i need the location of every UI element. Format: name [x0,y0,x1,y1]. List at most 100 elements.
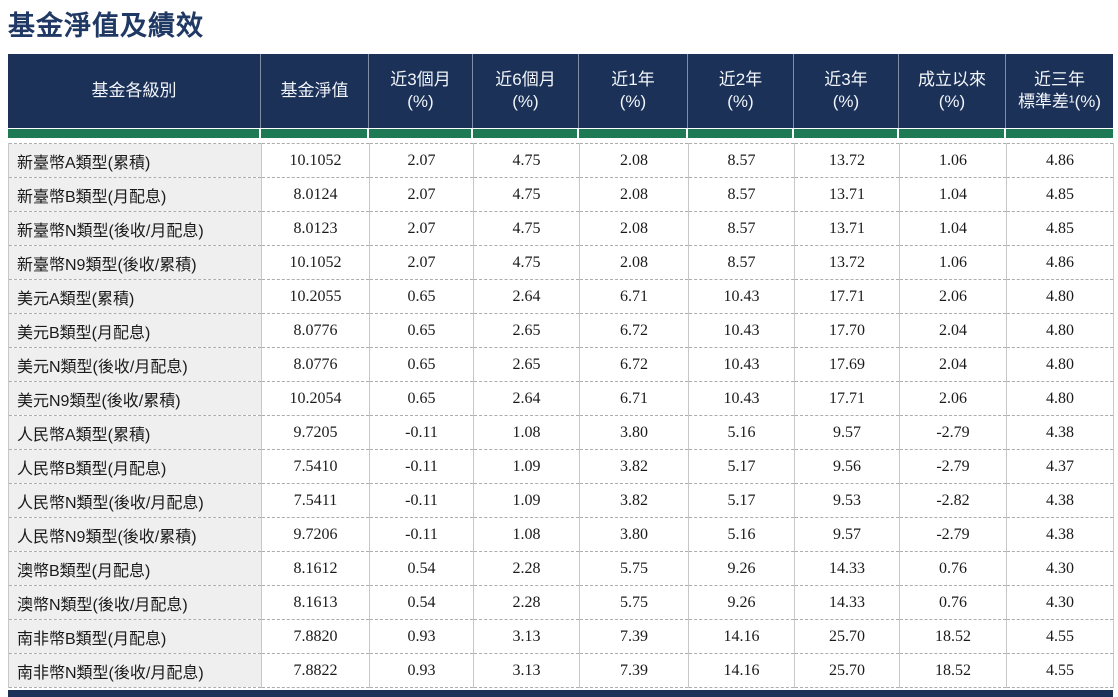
value-cell: 2.64 [473,381,580,416]
value-cell: 2.65 [473,313,580,348]
table-row: 美元A類型(累積) 10.2055 0.65 2.64 6.71 10.43 17.71 2.… [8,279,1114,314]
value-cell: 4.38 [1006,517,1114,552]
fund-class-cell: 南非幣B類型(月配息) [8,619,262,654]
fund-class-cell: 美元B類型(月配息) [8,313,262,348]
value-cell: 9.7205 [261,415,370,450]
divider-segment [899,129,1006,138]
value-cell: 4.75 [473,245,580,280]
column-header-3year: 近3年 (%) [794,54,899,128]
fund-performance-table: 基金各級別 基金淨值 近3個月 (%) 近6個月 (%) 近1年 (%) 近2年 (%)… [8,54,1114,688]
value-cell: 0.65 [369,347,474,382]
value-cell: 5.16 [688,517,795,552]
value-cell: 13.72 [794,245,900,280]
table-row: 美元N類型(後收/月配息) 8.0776 0.65 2.65 6.72 10.43 17.6… [8,347,1114,382]
divider-segment [369,129,473,138]
value-cell: 8.57 [688,143,795,178]
value-cell: 10.2055 [261,279,370,314]
divider-segment [579,129,688,138]
value-cell: 9.7206 [261,517,370,552]
value-cell: 9.56 [794,449,900,484]
fund-class-cell: 人民幣A類型(累積) [8,415,262,450]
divider-segment [1006,129,1113,138]
value-cell: 4.80 [1006,279,1114,314]
value-cell: 0.54 [369,551,474,586]
divider-segment [794,129,899,138]
value-cell: 7.8820 [261,619,370,654]
value-cell: 17.70 [794,313,900,348]
value-cell: 8.1613 [261,585,370,620]
value-cell: 13.71 [794,211,900,246]
value-cell: 4.75 [473,143,580,178]
column-header-3year-stddev: 近三年 標準差¹(%) [1017,69,1102,111]
table-row: 新臺幣A類型(累積) 10.1052 2.07 4.75 2.08 8.57 13.72 1.… [8,143,1114,178]
value-cell: 13.72 [794,143,900,178]
fund-class-cell: 新臺幣N9類型(後收/累積) [8,245,262,280]
divider-segment [8,129,261,138]
value-cell: 6.71 [579,279,689,314]
value-cell: 14.33 [794,585,900,620]
value-cell: 8.0124 [261,177,370,212]
value-cell: 8.57 [688,211,795,246]
value-cell: 0.65 [369,381,474,416]
value-cell: 1.06 [899,143,1007,178]
value-cell: -0.11 [369,483,474,518]
column-header-nav: 基金淨值 [261,54,369,128]
value-cell: 18.52 [899,619,1007,654]
value-cell: 0.76 [899,551,1007,586]
divider-segment [473,129,579,138]
value-cell: 1.06 [899,245,1007,280]
value-cell: 9.26 [688,585,795,620]
value-cell: 8.57 [688,177,795,212]
divider-segment [261,129,369,138]
fund-class-cell: 南非幣N類型(後收/月配息) [8,653,262,688]
value-cell: -0.11 [369,517,474,552]
value-cell: 14.16 [688,653,795,688]
column-header-since-inception: 成立以來 (%) [899,54,1006,128]
value-cell: 4.30 [1006,551,1114,586]
value-cell: 14.16 [688,619,795,654]
table-row: 美元N9類型(後收/累積) 10.2054 0.65 2.64 6.71 10.43 17.… [8,381,1114,416]
value-cell: 2.04 [899,347,1007,382]
value-cell: 2.07 [369,211,474,246]
value-cell: 6.72 [579,313,689,348]
fund-class-cell: 新臺幣A類型(累積) [8,143,262,178]
value-cell: 4.38 [1006,483,1114,518]
table-header-row: 基金各級別 基金淨值 近3個月 (%) 近6個月 (%) 近1年 (%) 近2年 (%)… [8,54,1113,128]
table-row: 新臺幣B類型(月配息) 8.0124 2.07 4.75 2.08 8.57 13.71 1.… [8,177,1114,212]
value-cell: 1.09 [473,449,580,484]
next-table-header-partial [8,690,1113,697]
value-cell: 13.71 [794,177,900,212]
value-cell: 1.09 [473,483,580,518]
value-cell: 2.08 [579,211,689,246]
value-cell: 10.1052 [261,143,370,178]
value-cell: -0.11 [369,415,474,450]
value-cell: 4.55 [1006,653,1114,688]
value-cell: 4.75 [473,177,580,212]
value-cell: 7.39 [579,653,689,688]
value-cell: 17.71 [794,381,900,416]
value-cell: 25.70 [794,653,900,688]
table-row: 新臺幣N類型(後收/月配息) 8.0123 2.07 4.75 2.08 8.57 13.7… [8,211,1114,246]
value-cell: 9.57 [794,517,900,552]
value-cell: 0.54 [369,585,474,620]
value-cell: 4.80 [1006,313,1114,348]
table-row: 澳幣N類型(後收/月配息) 8.1613 0.54 2.28 5.75 9.26 14.33… [8,585,1114,620]
value-cell: 0.93 [369,619,474,654]
table-row: 南非幣N類型(後收/月配息) 7.8822 0.93 3.13 7.39 14.16 25.… [8,653,1114,688]
value-cell: 1.08 [473,415,580,450]
table-row: 新臺幣N9類型(後收/累積) 10.1052 2.07 4.75 2.08 8.57 13.… [8,245,1114,280]
value-cell: 1.04 [899,177,1007,212]
fund-class-cell: 新臺幣N類型(後收/月配息) [8,211,262,246]
value-cell: 4.30 [1006,585,1114,620]
value-cell: 3.80 [579,517,689,552]
value-cell: -2.79 [899,449,1007,484]
value-cell: 9.57 [794,415,900,450]
value-cell: 4.86 [1006,143,1114,178]
value-cell: 2.28 [473,551,580,586]
value-cell: 3.13 [473,619,580,654]
value-cell: 2.07 [369,177,474,212]
value-cell: 2.64 [473,279,580,314]
header-divider-bar [8,129,1113,138]
fund-class-cell: 美元N9類型(後收/累積) [8,381,262,416]
value-cell: 2.07 [369,143,474,178]
